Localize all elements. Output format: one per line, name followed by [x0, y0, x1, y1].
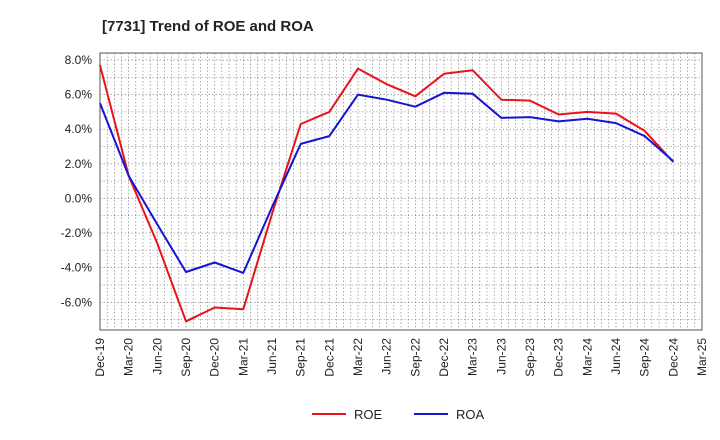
y-axis-ticks: 8.0% 6.0% 4.0% 2.0% 0.0% -2.0% -4.0% -6.0%: [61, 53, 93, 309]
y-tick-label: -6.0%: [61, 295, 93, 309]
y-tick-label: 6.0%: [65, 88, 93, 102]
x-tick-label: Jun-23: [494, 338, 508, 375]
legend: ROE ROA: [312, 407, 485, 422]
x-tick-label: Dec-20: [208, 338, 222, 377]
x-tick-label: Jun-20: [150, 338, 164, 375]
y-tick-label: -2.0%: [61, 226, 93, 240]
x-tick-label: Mar-22: [351, 338, 365, 376]
plot-area: [99, 52, 703, 331]
series-line-roa: [99, 91, 674, 274]
x-tick-label: Dec-19: [93, 338, 107, 377]
grid: [100, 53, 702, 330]
x-tick-label: Mar-20: [122, 338, 136, 376]
x-tick-label: Sep-23: [523, 338, 537, 377]
x-tick-label: Mar-25: [695, 338, 709, 376]
x-tick-label: Sep-22: [408, 338, 422, 377]
x-tick-label: Dec-23: [552, 338, 566, 377]
x-tick-label: Jun-22: [380, 338, 394, 375]
x-tick-label: Dec-21: [322, 338, 336, 377]
legend-label-roe: ROE: [354, 407, 383, 422]
y-tick-label: -4.0%: [61, 261, 93, 275]
y-tick-label: 4.0%: [65, 122, 93, 136]
x-tick-label: Mar-24: [580, 338, 594, 376]
legend-label-roa: ROA: [456, 407, 485, 422]
x-tick-label: Dec-22: [437, 338, 451, 377]
x-tick-label: Jun-24: [609, 338, 623, 375]
x-tick-label: Jun-21: [265, 338, 279, 375]
series-line-roe: [99, 64, 675, 323]
x-tick-label: Mar-21: [236, 338, 250, 376]
y-tick-label: 8.0%: [65, 53, 93, 67]
x-tick-label: Dec-24: [666, 338, 680, 377]
chart-title: [7731] Trend of ROE and ROA: [102, 18, 314, 35]
x-tick-label: Sep-24: [638, 338, 652, 377]
x-tick-label: Sep-21: [294, 338, 308, 377]
y-tick-label: 2.0%: [65, 157, 93, 171]
x-tick-label: Sep-20: [179, 338, 193, 377]
x-axis-ticks: Dec-19 Mar-20 Jun-20 Sep-20 Dec-20 Mar-21 Jun-…: [93, 338, 709, 377]
x-tick-label: Mar-23: [466, 338, 480, 376]
y-tick-label: 0.0%: [65, 191, 93, 205]
series-lines: [99, 64, 675, 323]
